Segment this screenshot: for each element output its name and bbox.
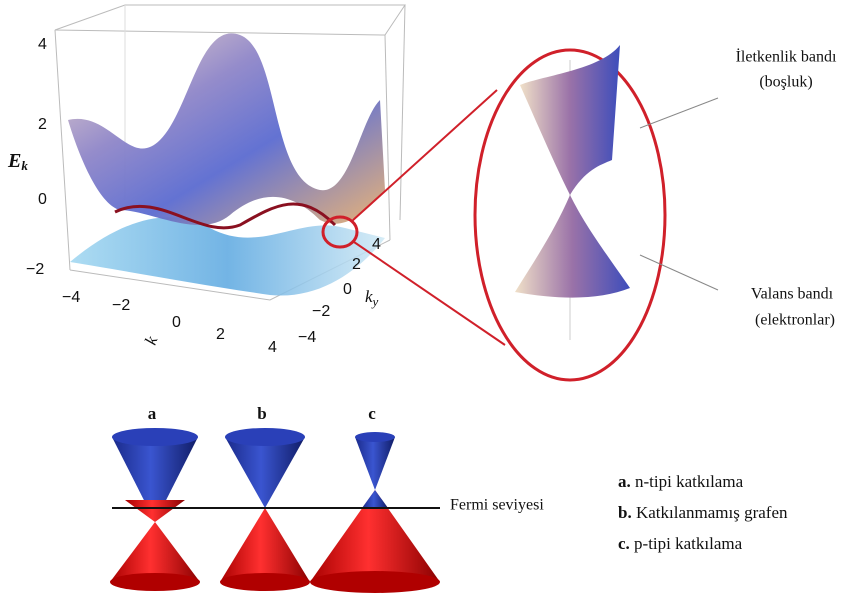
legend-item: c. p-tipi katkılama <box>618 534 743 553</box>
legend-item: a. n-tipi katkılama <box>618 472 744 491</box>
figure: 4 2 0 −2 Ek −4 −2 0 2 4 k 4 2 0 −2 −4 ky… <box>0 0 867 598</box>
valence-label: Valans bandı <box>751 286 834 303</box>
y-tick: 4 <box>372 236 381 253</box>
z-tick: 0 <box>38 191 47 208</box>
z-label-sub: k <box>21 158 28 173</box>
y-tick: −2 <box>312 303 330 320</box>
cone-label: c <box>368 404 376 423</box>
x-tick: 2 <box>216 326 225 343</box>
x-tick: −4 <box>62 289 80 306</box>
conduction-label: İletkenlik bandı <box>736 48 837 66</box>
x-label: k <box>141 333 162 347</box>
conduction-label: (boşluk) <box>759 74 812 91</box>
pointer <box>640 98 718 128</box>
pointer <box>640 255 718 290</box>
y-tick: −4 <box>298 329 316 346</box>
z-tick: −2 <box>26 261 44 278</box>
z-label: Ek <box>7 150 28 173</box>
x-tick: 0 <box>172 314 181 331</box>
y-label: ky <box>365 287 379 309</box>
cone-b <box>220 428 310 591</box>
valence-label: (elektronlar) <box>755 312 835 329</box>
x-tick: −2 <box>112 297 130 314</box>
z-tick: 2 <box>38 116 47 133</box>
z-label-main: E <box>7 150 21 172</box>
legend-text: Katkılanmamış grafen <box>636 503 788 522</box>
z-tick: 4 <box>38 36 47 53</box>
legend-text: n-tipi katkılama <box>635 472 744 491</box>
legend-text: p-tipi katkılama <box>634 534 743 553</box>
cone-c <box>310 432 440 593</box>
fermi-label: Fermi seviyesi <box>450 497 544 514</box>
cone-label: b <box>257 404 266 423</box>
legend-key: c. <box>618 534 630 553</box>
legend-key: b. <box>618 503 632 522</box>
upper-surface <box>68 33 385 225</box>
legend-key: a. <box>618 472 631 491</box>
cone-a <box>110 428 200 591</box>
legend-item: b. Katkılanmamış grafen <box>618 503 788 522</box>
y-tick: 0 <box>343 281 352 298</box>
legend: a. n-tipi katkılama b. Katkılanmamış gra… <box>618 472 788 553</box>
x-tick: 4 <box>268 339 277 356</box>
y-tick: 2 <box>352 256 361 273</box>
y-label-sub: y <box>371 294 379 309</box>
cone-label: a <box>148 404 157 423</box>
zoom-valence <box>515 195 630 298</box>
